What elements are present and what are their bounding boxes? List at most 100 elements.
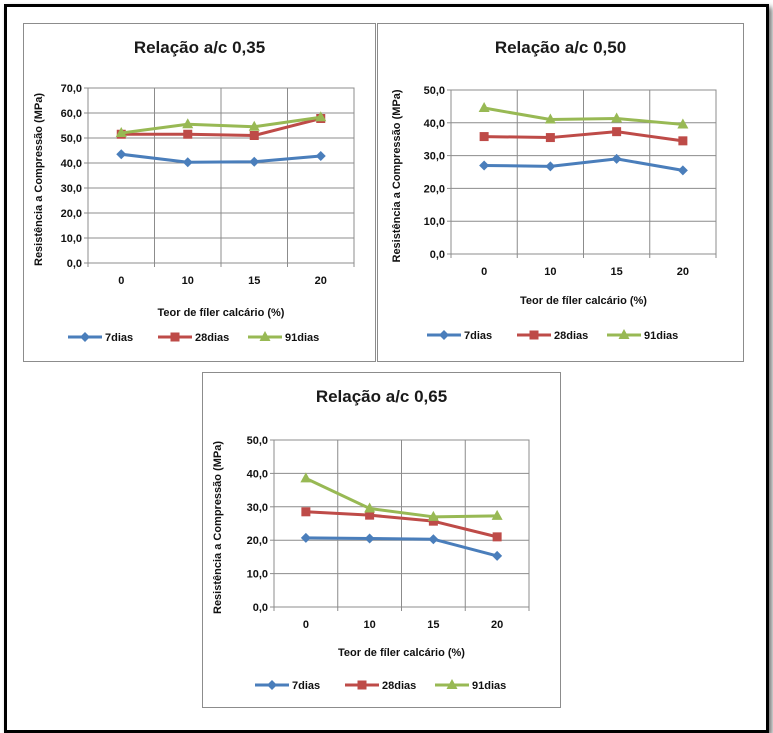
data-point-28dias xyxy=(678,136,688,146)
x-tick-label: 15 xyxy=(248,275,260,287)
y-tick-label: 0,0 xyxy=(430,249,445,261)
data-point-7dias xyxy=(479,160,490,171)
legend-marker xyxy=(357,680,367,690)
data-point-28dias xyxy=(612,127,622,137)
legend-marker xyxy=(259,331,271,341)
x-tick-label: 0 xyxy=(481,266,487,278)
y-tick-label: 20,0 xyxy=(424,183,445,195)
series-line-28dias xyxy=(484,130,684,143)
x-tick-label: 10 xyxy=(182,275,194,287)
series-line-7dias xyxy=(121,152,321,164)
x-tick-label: 10 xyxy=(544,266,556,278)
legend-label: 7dias xyxy=(292,680,320,692)
data-point-7dias xyxy=(364,533,375,544)
data-point-28dias xyxy=(479,132,489,142)
legend-label: 28dias xyxy=(554,330,588,342)
series-91dias xyxy=(115,111,327,137)
line-chart-ac-050: 0,0 10,0 20,0 30,0 40,0 50,0 0 10 15 20 Resistênci… xyxy=(391,85,717,342)
x-tick-label: 0 xyxy=(118,275,124,287)
series-7dias xyxy=(479,153,688,176)
x-tick-label: 0 xyxy=(303,619,309,631)
data-point-7dias xyxy=(300,532,311,543)
legend: 7dias 28dias 91dias xyxy=(68,331,319,344)
x-tick-label: 20 xyxy=(315,275,327,287)
data-point-28dias xyxy=(428,516,438,526)
legend-item-28dias: 28dias xyxy=(345,680,416,692)
data-point-7dias xyxy=(492,550,503,561)
legend-item-7dias: 7dias xyxy=(255,680,320,692)
y-axis-title: Resistência a Compressão (MPa) xyxy=(391,89,403,262)
data-point-28dias xyxy=(249,131,259,140)
data-point-28dias xyxy=(183,129,193,139)
data-point-28dias xyxy=(492,532,502,542)
x-axis-title: Teor de fíler calcário (%) xyxy=(338,647,465,659)
data-point-91dias xyxy=(544,113,556,124)
x-tick-label: 20 xyxy=(491,619,503,631)
x-tick-label: 15 xyxy=(427,619,439,631)
legend-marker xyxy=(267,680,277,690)
legend-label: 91dias xyxy=(472,680,506,692)
series-line-7dias xyxy=(305,536,498,558)
data-point-7dias xyxy=(116,149,127,160)
legend-marker xyxy=(80,332,90,342)
legend-marker xyxy=(618,329,630,339)
series-line-28dias xyxy=(305,510,498,539)
legend-item-28dias: 28dias xyxy=(517,330,588,342)
y-tick-label: 10,0 xyxy=(424,216,445,228)
series-28dias xyxy=(479,127,688,146)
y-tick-label: 0,0 xyxy=(67,258,82,270)
legend: 7dias 28dias 91dias xyxy=(255,679,506,692)
legend-item-7dias: 7dias xyxy=(427,330,492,342)
data-point-91dias xyxy=(248,120,260,131)
series-line-28dias xyxy=(121,117,322,137)
y-tick-label: 20,0 xyxy=(247,535,268,547)
chart-panel-ac-035: Relação a/c 0,35 0,0 10,0 20,0 30,0 40,0 50,0… xyxy=(23,23,376,362)
y-tick-label: 10,0 xyxy=(61,233,82,245)
y-tick-label: 40,0 xyxy=(424,118,445,130)
data-point-28dias xyxy=(545,133,555,143)
legend-marker xyxy=(439,330,449,340)
series-28dias xyxy=(301,507,502,542)
chart-title: Relação a/c 0,35 xyxy=(133,38,266,57)
legend-marker xyxy=(529,330,539,340)
legend-label: 28dias xyxy=(382,680,416,692)
y-tick-label: 0,0 xyxy=(253,602,268,614)
legend-marker xyxy=(446,679,458,689)
series-line-91dias xyxy=(305,477,498,519)
y-tick-label: 60,0 xyxy=(61,108,82,120)
legend-label: 7dias xyxy=(464,330,492,342)
series-line-7dias xyxy=(484,157,684,172)
legend: 7dias 28dias 91dias xyxy=(427,329,678,342)
y-tick-label: 50,0 xyxy=(424,85,445,97)
series-91dias xyxy=(300,472,503,521)
series-7dias xyxy=(116,149,326,168)
data-point-7dias xyxy=(315,151,326,161)
data-point-91dias xyxy=(611,112,623,123)
chart-panel-ac-065: Relação a/c 0,65 0,0 10,0 20,0 30,0 40,0 50,0… xyxy=(202,372,561,708)
chart-title: Relação a/c 0,50 xyxy=(494,38,627,57)
data-point-28dias xyxy=(301,507,311,517)
legend-label: 91dias xyxy=(285,332,319,344)
series-line-91dias xyxy=(483,106,684,126)
legend-label: 91dias xyxy=(644,330,678,342)
chart-panel-ac-050: Relação a/c 0,50 0,0 10,0 20,0 30,0 40,0 50,0… xyxy=(377,23,744,362)
series-91dias xyxy=(478,102,689,129)
data-point-91dias xyxy=(115,127,127,137)
line-chart-ac-035: 0,0 10,0 20,0 30,0 40,0 50,0 60,0 70,0 0 10 15 20 Re… xyxy=(33,83,355,344)
x-axis-title: Teor de fíler calcário (%) xyxy=(158,307,285,319)
y-tick-label: 30,0 xyxy=(61,183,82,195)
data-point-7dias xyxy=(249,156,260,167)
legend-marker xyxy=(170,332,180,342)
legend-item-91dias: 91dias xyxy=(607,329,678,342)
y-tick-label: 50,0 xyxy=(61,133,82,145)
x-tick-label: 20 xyxy=(677,266,689,278)
data-point-7dias xyxy=(611,153,622,164)
data-point-7dias xyxy=(545,161,556,172)
line-chart-ac-065: 0,0 10,0 20,0 30,0 40,0 50,0 0 10 15 20 Resistênci… xyxy=(212,435,530,692)
legend-item-91dias: 91dias xyxy=(435,679,506,692)
data-point-91dias xyxy=(315,111,327,122)
data-point-91dias xyxy=(300,472,312,483)
data-point-7dias xyxy=(428,534,439,545)
data-point-91dias xyxy=(364,502,376,513)
y-tick-label: 70,0 xyxy=(61,83,82,95)
